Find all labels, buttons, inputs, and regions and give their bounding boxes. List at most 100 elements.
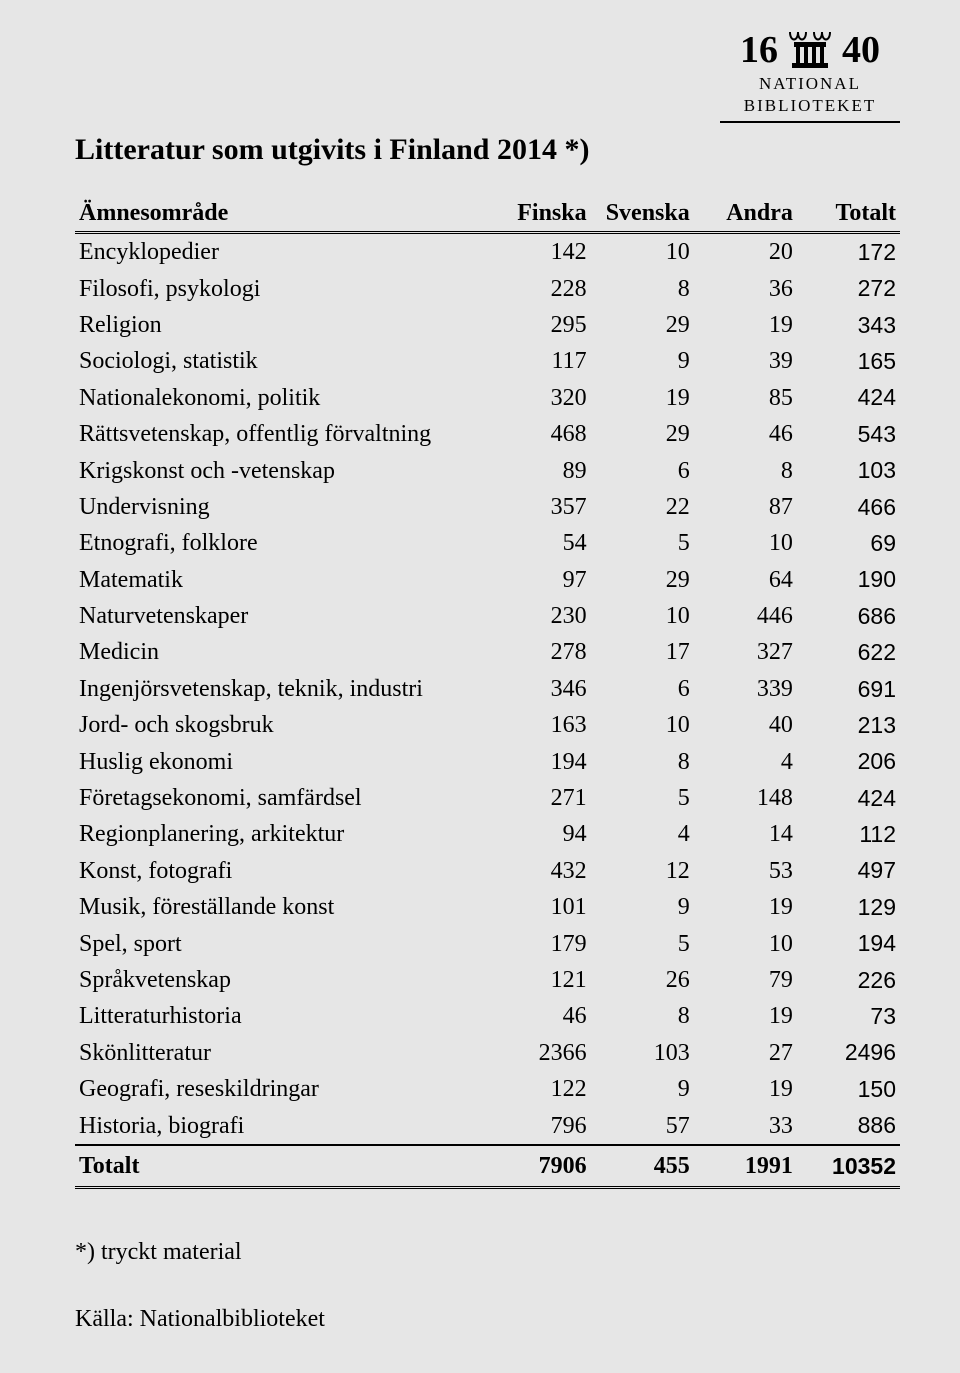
cell-value: 150 xyxy=(797,1071,900,1107)
cell-subject: Naturvetenskaper xyxy=(75,598,488,634)
table-row: Konst, fotografi4321253497 xyxy=(75,853,900,889)
logo-separator xyxy=(720,121,900,123)
cell-value: 14 xyxy=(694,816,797,852)
total-totalt: 10352 xyxy=(797,1145,900,1188)
cell-value: 10 xyxy=(694,926,797,962)
cell-value: 343 xyxy=(797,307,900,343)
cell-value: 103 xyxy=(797,453,900,489)
cell-value: 19 xyxy=(694,889,797,925)
table-row: Jord- och skogsbruk1631040213 xyxy=(75,707,900,743)
cell-value: 10 xyxy=(694,525,797,561)
table-row: Filosofi, psykologi228836272 xyxy=(75,271,900,307)
cell-value: 691 xyxy=(797,671,900,707)
table-row: Matematik972964190 xyxy=(75,562,900,598)
cell-subject: Skönlitteratur xyxy=(75,1035,488,1071)
cell-value: 886 xyxy=(797,1108,900,1145)
table-row: Geografi, reseskildringar122919150 xyxy=(75,1071,900,1107)
cell-value: 29 xyxy=(591,307,694,343)
logo-year-right: 40 xyxy=(842,31,880,69)
cell-value: 2366 xyxy=(488,1035,591,1071)
table-row: Sociologi, statistik117939165 xyxy=(75,343,900,379)
cell-value: 190 xyxy=(797,562,900,598)
cell-value: 226 xyxy=(797,962,900,998)
cell-subject: Konst, fotografi xyxy=(75,853,488,889)
cell-value: 36 xyxy=(694,271,797,307)
cell-value: 46 xyxy=(694,416,797,452)
cell-value: 8 xyxy=(591,744,694,780)
cell-value: 10 xyxy=(591,707,694,743)
cell-value: 424 xyxy=(797,380,900,416)
logo-container: 16 40 NATIONAL BIBLIOTEKET xyxy=(75,28,900,123)
cell-subject: Krigskonst och -vetenskap xyxy=(75,453,488,489)
cell-value: 497 xyxy=(797,853,900,889)
cell-value: 9 xyxy=(591,889,694,925)
table-row: Religion2952919343 xyxy=(75,307,900,343)
table-row: Musik, föreställande konst101919129 xyxy=(75,889,900,925)
cell-value: 8 xyxy=(694,453,797,489)
cell-value: 9 xyxy=(591,343,694,379)
cell-value: 271 xyxy=(488,780,591,816)
cell-subject: Spel, sport xyxy=(75,926,488,962)
col-header-svenska: Svenska xyxy=(591,195,694,233)
cell-value: 295 xyxy=(488,307,591,343)
col-header-subject: Ämnesområde xyxy=(75,195,488,233)
col-header-finska: Finska xyxy=(488,195,591,233)
cell-value: 103 xyxy=(591,1035,694,1071)
cell-value: 327 xyxy=(694,634,797,670)
cell-value: 339 xyxy=(694,671,797,707)
cell-value: 53 xyxy=(694,853,797,889)
cell-subject: Filosofi, psykologi xyxy=(75,271,488,307)
cell-value: 163 xyxy=(488,707,591,743)
table-row: Skönlitteratur2366103272496 xyxy=(75,1035,900,1071)
cell-value: 54 xyxy=(488,525,591,561)
cell-value: 206 xyxy=(797,744,900,780)
cell-value: 29 xyxy=(591,562,694,598)
literature-table: Ämnesområde Finska Svenska Andra Totalt … xyxy=(75,195,900,1190)
cell-value: 87 xyxy=(694,489,797,525)
table-row: Encyklopedier1421020172 xyxy=(75,233,900,271)
table-body: Encyklopedier1421020172Filosofi, psykolo… xyxy=(75,233,900,1145)
cell-subject: Litteraturhistoria xyxy=(75,998,488,1034)
logo-name-line1: NATIONAL xyxy=(720,74,900,94)
cell-value: 10 xyxy=(591,233,694,271)
cell-value: 796 xyxy=(488,1108,591,1145)
cell-value: 468 xyxy=(488,416,591,452)
cell-value: 686 xyxy=(797,598,900,634)
cell-value: 346 xyxy=(488,671,591,707)
table-row: Nationalekonomi, politik3201985424 xyxy=(75,380,900,416)
cell-value: 97 xyxy=(488,562,591,598)
cell-subject: Encyklopedier xyxy=(75,233,488,271)
table-row: Etnografi, folklore5451069 xyxy=(75,525,900,561)
cell-subject: Geografi, reseskildringar xyxy=(75,1071,488,1107)
cell-value: 69 xyxy=(797,525,900,561)
cell-value: 40 xyxy=(694,707,797,743)
cell-value: 46 xyxy=(488,998,591,1034)
cell-value: 8 xyxy=(591,998,694,1034)
cell-value: 2496 xyxy=(797,1035,900,1071)
table-row: Spel, sport179510194 xyxy=(75,926,900,962)
cell-value: 5 xyxy=(591,926,694,962)
cell-value: 4 xyxy=(591,816,694,852)
table-header-row: Ämnesområde Finska Svenska Andra Totalt xyxy=(75,195,900,233)
logo-year-left: 16 xyxy=(740,31,778,69)
cell-subject: Matematik xyxy=(75,562,488,598)
cell-value: 228 xyxy=(488,271,591,307)
cell-subject: Ingenjörsvetenskap, teknik, industri xyxy=(75,671,488,707)
cell-subject: Undervisning xyxy=(75,489,488,525)
source-line: Källa: Nationalbiblioteket xyxy=(75,1306,900,1333)
cell-value: 213 xyxy=(797,707,900,743)
cell-value: 85 xyxy=(694,380,797,416)
cell-value: 19 xyxy=(694,307,797,343)
cell-subject: Språkvetenskap xyxy=(75,962,488,998)
cell-subject: Medicin xyxy=(75,634,488,670)
cell-subject: Nationalekonomi, politik xyxy=(75,380,488,416)
table-total-row: Totalt 7906 455 1991 10352 xyxy=(75,1145,900,1188)
cell-value: 19 xyxy=(694,1071,797,1107)
total-label: Totalt xyxy=(75,1145,488,1188)
cell-value: 8 xyxy=(591,271,694,307)
cell-value: 179 xyxy=(488,926,591,962)
total-finska: 7906 xyxy=(488,1145,591,1188)
logo-name-line2: BIBLIOTEKET xyxy=(720,96,900,116)
cell-value: 165 xyxy=(797,343,900,379)
cell-value: 6 xyxy=(591,453,694,489)
